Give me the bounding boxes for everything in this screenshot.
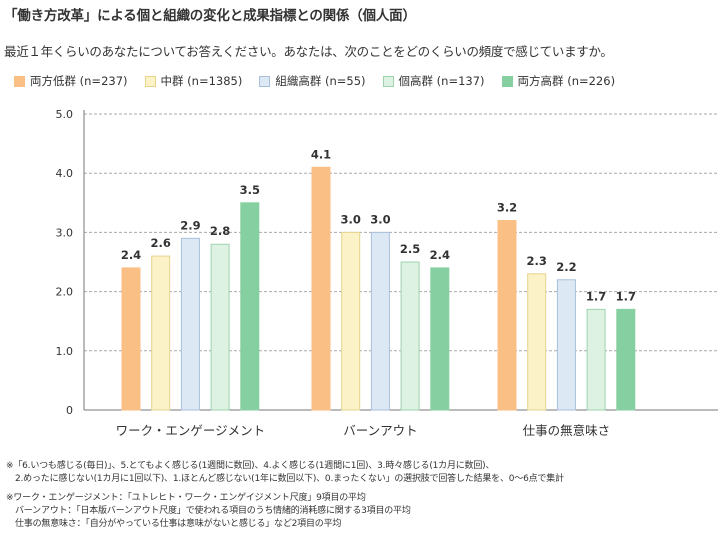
bar (240, 202, 260, 411)
legend-swatch (259, 75, 271, 87)
x-category-label: ワーク・エンゲージメント (116, 423, 266, 438)
y-tick-label: 3.0 (56, 226, 74, 239)
x-category-label: 仕事の無意味さ (523, 423, 611, 438)
bar (180, 237, 200, 411)
footnote-meaninglessness: 仕事の無意味さ：「自分がやっている仕事は意味がないと感じる」など2項目の平均 (15, 519, 342, 529)
legend-swatch (14, 75, 25, 87)
y-tick-label: 2.0 (56, 286, 74, 299)
data-label: 3.0 (370, 212, 390, 226)
chart-title: 「働き方改革」による個と組織の変化と成果指標との関係（個人面） (4, 8, 416, 24)
footnote-burnout: バーンアウト：「日本版バーンアウト尺度」で使われる項目のうち情緒的消耗感に関する… (15, 506, 411, 516)
legend-item-high-both: 両方高群 (n=226) (501, 73, 616, 89)
footnote-engagement: ※ワーク・エンゲージメント：「ユトレヒト・ワーク・エンゲイジメント尺度」9項目の… (6, 493, 366, 503)
data-label: 4.1 (311, 147, 331, 161)
bar (341, 231, 361, 411)
legend-item-individual-high: 個高群 (n=137) (382, 73, 485, 89)
data-label: 3.2 (497, 201, 517, 215)
data-label: 3.5 (240, 183, 260, 197)
data-label: 1.7 (586, 289, 606, 303)
legend-item-org-high: 組織高群 (n=55) (259, 73, 366, 89)
data-label: 2.3 (527, 254, 547, 268)
data-label: 2.8 (210, 224, 230, 238)
legend-label: 両方高群 (n=226) (517, 74, 616, 88)
bar (121, 267, 141, 411)
legend-swatch (382, 75, 394, 87)
footnote-scale: ※「6.いつも感じる(毎日)」、5.とてもよく感じる(1週間に数回)、4.よく感… (6, 461, 495, 471)
bar (151, 255, 171, 411)
data-label: 2.9 (180, 218, 200, 232)
y-tick-label: 0 (66, 404, 73, 417)
legend-item-middle: 中群 (n=1385) (144, 73, 243, 89)
bar-chart: 0 1.0 2.0 3.0 4.0 5.0 2.4 2.6 2.9 2.8 3.5 ワーク・エンゲージ… (56, 108, 718, 438)
y-tick-label: 4.0 (56, 167, 74, 180)
bar (527, 273, 547, 411)
data-label: 2.6 (151, 236, 171, 250)
legend-label: 中群 (n=1385) (160, 74, 243, 88)
y-tick-label: 5.0 (56, 108, 74, 121)
data-label: 2.4 (121, 248, 141, 262)
footnote-scale-cont: 2.めったに感じない(1カ月に1回以下)、1.ほとんど感じない(1年に数回以下)… (15, 474, 564, 484)
bar (400, 261, 420, 411)
footnotes: ※「6.いつも感じる(毎日)」、5.とてもよく感じる(1週間に数回)、4.よく感… (6, 460, 564, 531)
x-category-label: バーンアウト (343, 423, 417, 438)
y-tick-label: 1.0 (56, 345, 74, 358)
survey-question: 最近１年くらいのあなたについてお答えください。あなたは、次のことをどのくらいの頻… (4, 44, 613, 59)
data-label: 1.7 (616, 289, 636, 303)
legend-swatch (144, 75, 156, 87)
bar (430, 267, 450, 411)
legend-label: 個高群 (n=137) (398, 74, 485, 88)
data-label: 2.5 (400, 242, 420, 256)
legend-label: 組織高群 (n=55) (275, 74, 366, 88)
legend-label: 両方低群 (n=237) (30, 74, 128, 88)
legend: 両方低群 (n=237) 中群 (n=1385) 組織高群 (n=55) 個高群… (14, 73, 632, 89)
bar (370, 231, 390, 411)
data-label: 2.4 (430, 248, 450, 262)
bar (616, 308, 636, 411)
legend-item-low-both: 両方低群 (n=237) (14, 73, 128, 89)
bar (311, 166, 331, 411)
bar (497, 220, 517, 411)
bar (586, 308, 606, 411)
legend-swatch (501, 75, 513, 87)
data-label: 2.2 (556, 260, 576, 274)
data-label: 3.0 (341, 212, 361, 226)
bar (556, 279, 576, 411)
bar (210, 243, 230, 411)
